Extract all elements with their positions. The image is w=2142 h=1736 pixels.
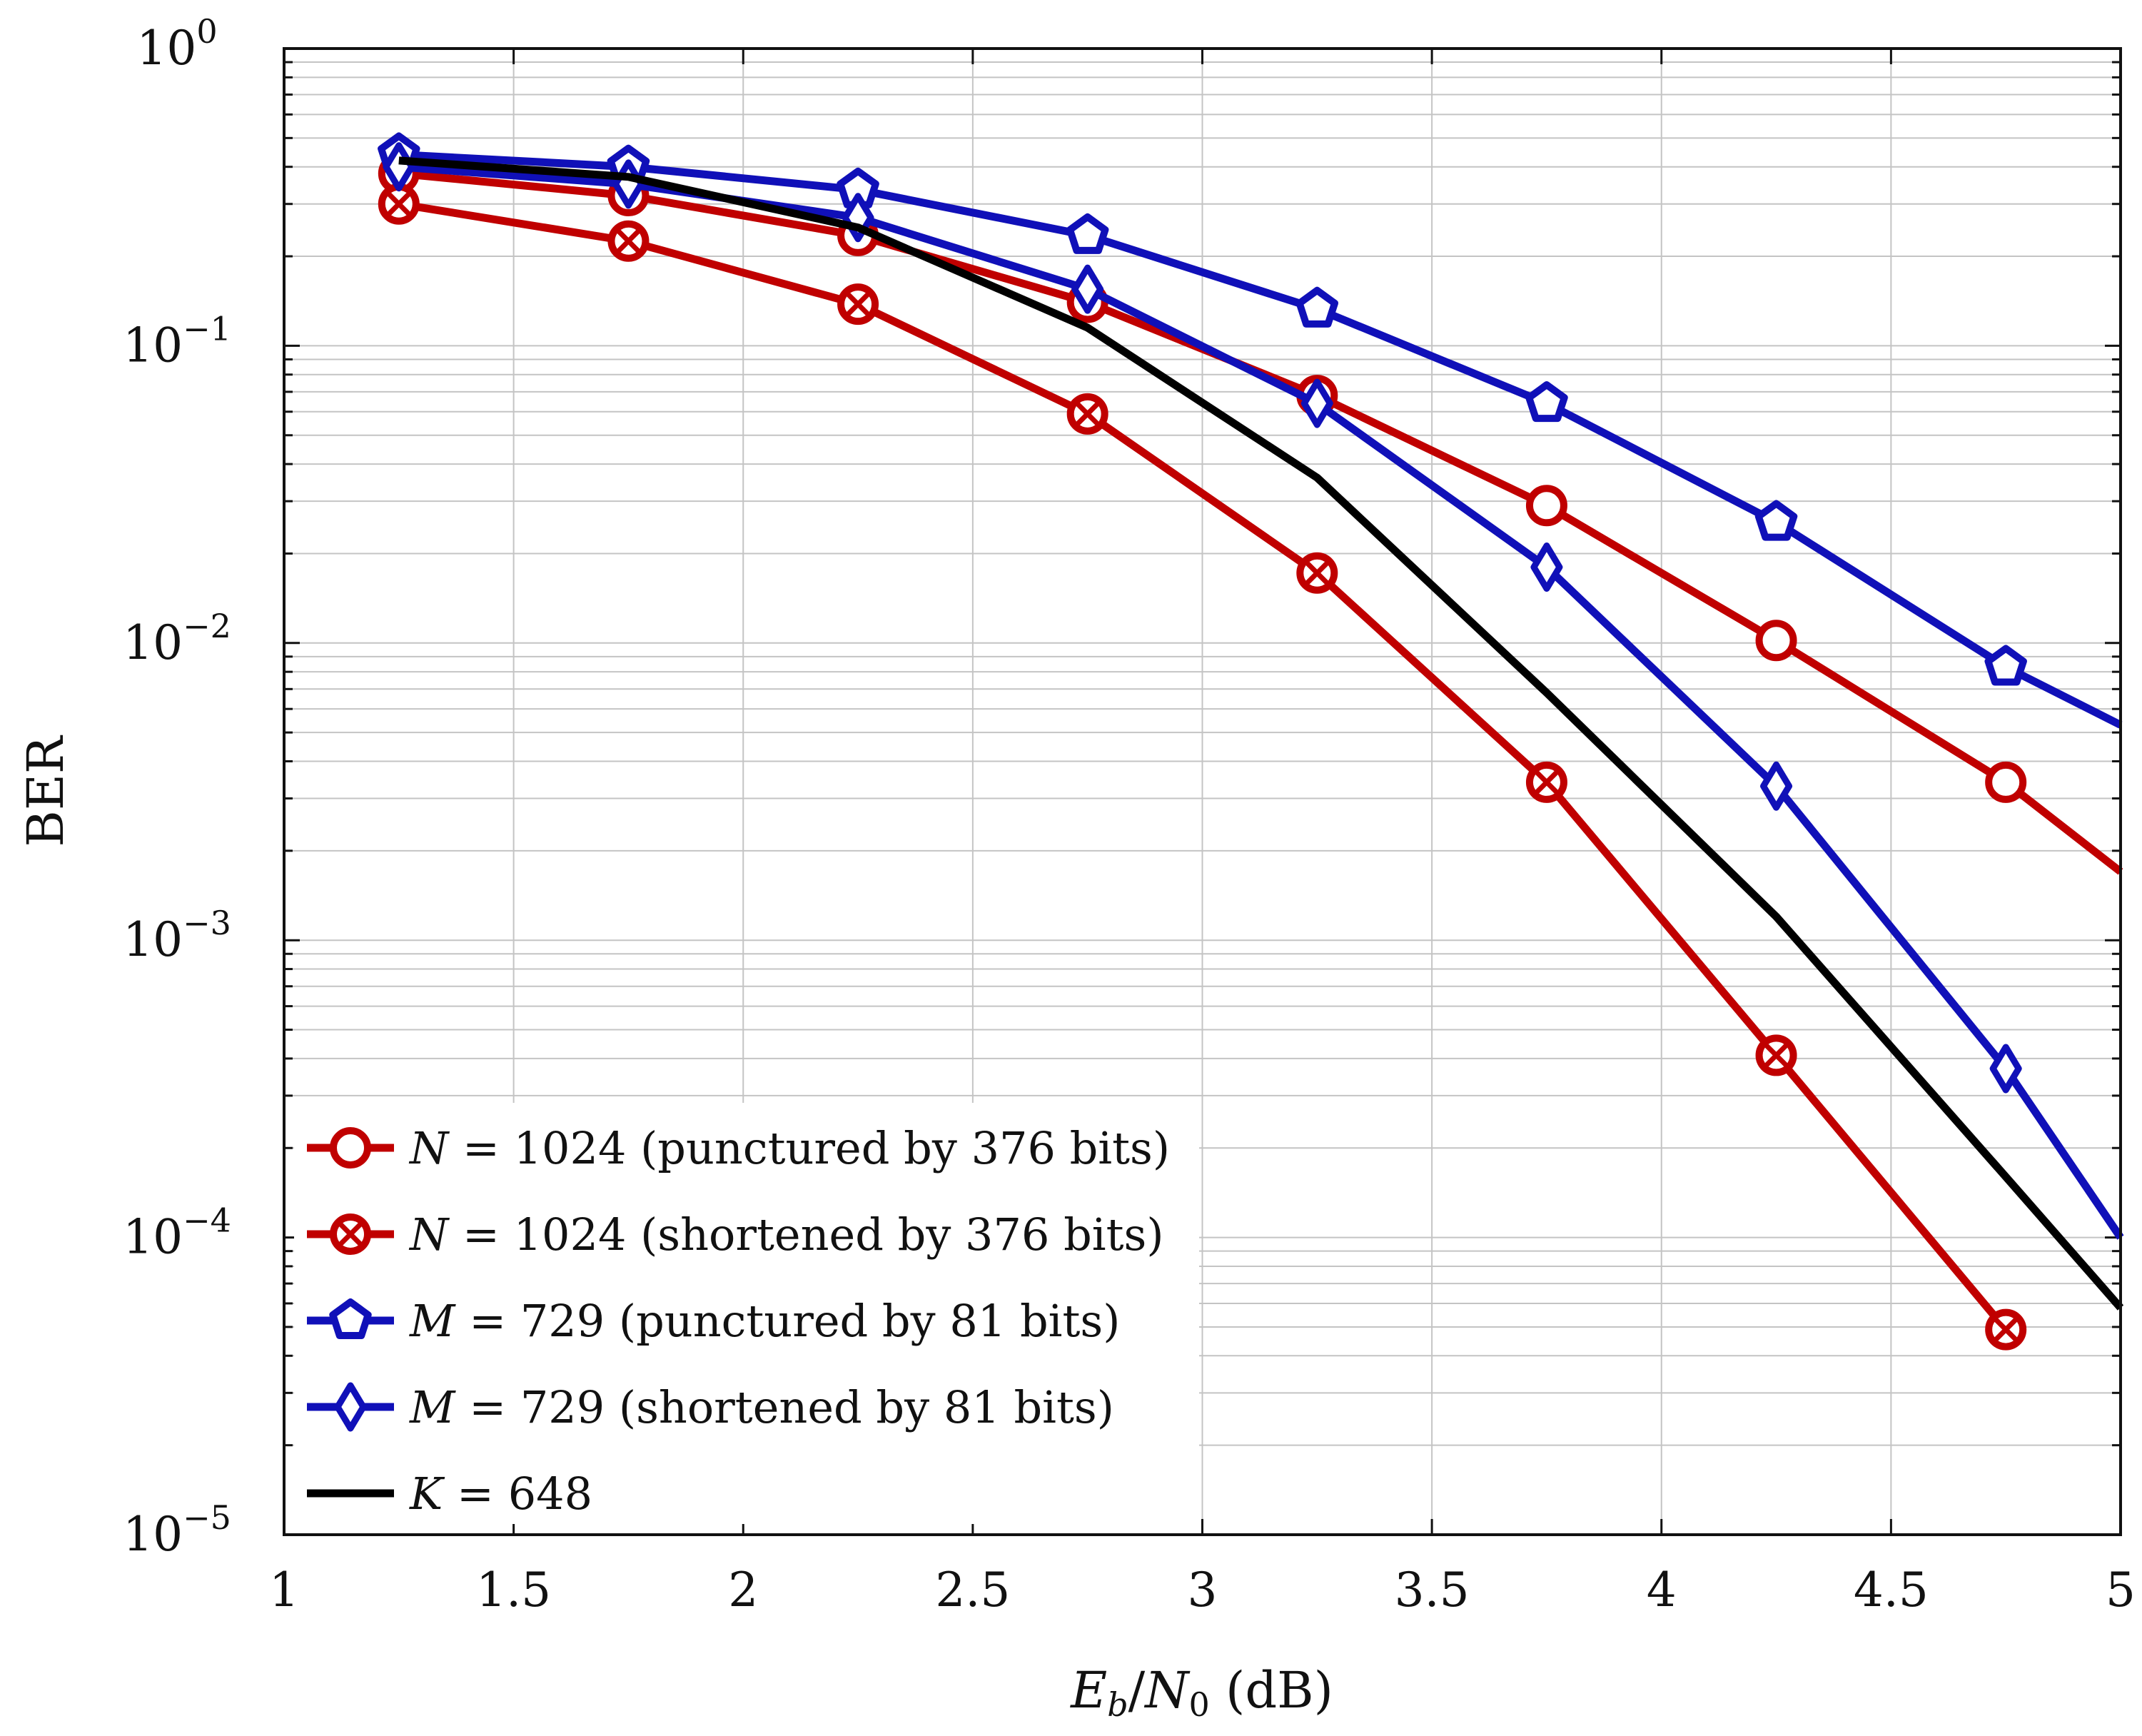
x-tick-label: 3: [1188, 1563, 1218, 1618]
x-tick-label: 2: [728, 1563, 758, 1618]
data-point-diamond: [334, 1382, 367, 1432]
series-layer: [378, 132, 2124, 1351]
x-axis-title: Eb/N0 (dB): [1069, 1661, 1333, 1724]
data-point-circle: [330, 1127, 371, 1169]
data-point-pentagon: [1066, 213, 1109, 254]
data-point-pentagon: [1525, 381, 1568, 423]
y-tick-base: 10: [123, 1210, 183, 1265]
data-point-circle-x: [1985, 1308, 2027, 1351]
x-tick-label: 1: [269, 1563, 299, 1618]
series-line: [398, 156, 2124, 1311]
xlabel-unit: (dB): [1210, 1661, 1333, 1720]
y-tick-exp: −5: [183, 1498, 231, 1537]
data-point-diamond: [1989, 1044, 2022, 1094]
x-tick-label: 5: [2106, 1563, 2136, 1618]
data-point-diamond: [1760, 761, 1793, 811]
legend-label: N = 1024 (punctured by 376 bits): [408, 1122, 1170, 1174]
data-point-circle-x: [378, 183, 420, 225]
y-tick-base: 10: [123, 912, 183, 967]
x-tick-label: 4: [1647, 1563, 1677, 1618]
xlabel-var2: N: [1143, 1661, 1191, 1720]
data-point-pentagon: [1984, 645, 2027, 686]
data-point-circle-x: [1525, 761, 1567, 803]
data-point-circle-x: [1296, 552, 1338, 594]
data-point-circle: [1525, 485, 1567, 527]
series-5: [398, 156, 2124, 1311]
data-point-diamond: [1071, 264, 1104, 314]
y-tick-exp: 0: [196, 12, 217, 51]
data-point-circle-x: [1066, 393, 1108, 435]
xlabel-slash: /: [1128, 1661, 1146, 1720]
y-tick-base: 10: [136, 21, 196, 76]
x-tick-label: 1.5: [476, 1563, 551, 1618]
series-2: [378, 183, 2027, 1351]
y-tick-label: 10−3: [123, 904, 231, 967]
y-tick-base: 10: [123, 615, 183, 670]
y-tick-label: 100: [136, 12, 217, 76]
y-tick-exp: −1: [183, 309, 231, 348]
legend-entry-5: K = 648: [307, 1468, 592, 1520]
y-tick-label: 10−4: [123, 1201, 231, 1265]
series-line: [398, 200, 2009, 1333]
xlabel-var: E: [1069, 1661, 1107, 1720]
data-point-circle: [1755, 620, 1797, 662]
data-point-circle-x: [837, 283, 879, 326]
data-point-circle-x: [607, 220, 650, 262]
x-tick-labels: 1 1.5 2 2.5 3 3.5 4 4.5 5: [269, 1563, 2136, 1618]
legend: N = 1024 (punctured by 376 bits) N = 1024…: [294, 1103, 1199, 1524]
legend-box: [294, 1103, 1199, 1524]
legend-entry-2: N = 1024 (shortened by 376 bits): [307, 1208, 1164, 1261]
data-point-circle-x: [1755, 1034, 1797, 1076]
xlabel-var-sub: b: [1107, 1685, 1128, 1724]
legend-label: K = 648: [409, 1468, 592, 1520]
y-tick-label: 10−2: [123, 607, 231, 670]
y-tick-exp: −3: [183, 904, 231, 942]
y-tick-base: 10: [123, 318, 183, 373]
data-point-pentagon: [329, 1298, 372, 1339]
series-3: [378, 132, 2123, 729]
plot-frame: [283, 47, 2122, 1536]
data-point-diamond: [1530, 542, 1563, 592]
y-tick-exp: −2: [183, 607, 231, 645]
legend-label: M = 729 (shortened by 81 bits): [409, 1381, 1114, 1433]
y-tick-label: 10−5: [123, 1498, 231, 1562]
y-axis-title: BER: [16, 735, 75, 847]
legend-entry-4: M = 729 (shortened by 81 bits): [307, 1381, 1114, 1433]
data-point-diamond: [1300, 378, 1333, 428]
x-tick-label: 4.5: [1854, 1563, 1929, 1618]
legend-entry-1: N = 1024 (punctured by 376 bits): [307, 1122, 1170, 1174]
y-tick-exp: −4: [183, 1201, 231, 1240]
data-point-circle-x: [330, 1213, 371, 1255]
legend-label: N = 1024 (shortened by 376 bits): [408, 1208, 1164, 1261]
x-tick-label: 2.5: [935, 1563, 1010, 1618]
xlabel-var2-sub: 0: [1189, 1685, 1210, 1724]
y-tick-base: 10: [123, 1507, 183, 1562]
x-tick-label: 3.5: [1395, 1563, 1470, 1618]
data-point-pentagon: [1754, 500, 1798, 541]
data-point-circle: [1985, 761, 2027, 803]
legend-entry-3: M = 729 (punctured by 81 bits): [307, 1295, 1120, 1347]
data-point-pentagon: [1295, 286, 1338, 328]
y-tick-label: 10−1: [123, 309, 231, 373]
legend-label: M = 729 (punctured by 81 bits): [409, 1295, 1120, 1347]
